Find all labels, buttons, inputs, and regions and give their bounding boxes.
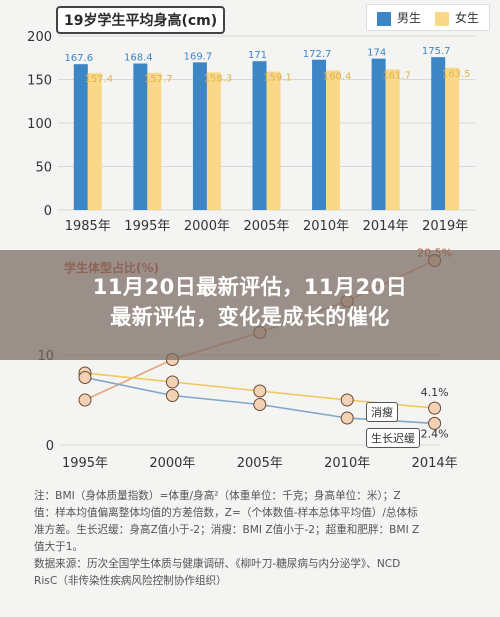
x-tick-label: 2000年 (184, 219, 230, 234)
y-tick-label: 100 (27, 117, 52, 132)
note-line: 准方差。生长迟缓：身高Z值小于-2；消瘦：BMI Z值小于-2；超重和肥胖：BM… (34, 524, 420, 536)
y-tick-label: 200 (27, 30, 52, 45)
data-point (78, 371, 92, 384)
banner-line-2: 最新评估，变化是成长的催化 (110, 305, 390, 329)
data-label: 172.7 (303, 49, 332, 60)
x-tick-label: 1995年 (62, 456, 108, 471)
data-point (165, 389, 179, 402)
x-tick-label: 2019年 (422, 219, 468, 234)
bar-chart-title: 19岁学生平均身高(cm) (56, 6, 226, 34)
data-label: 167.6 (64, 53, 93, 64)
data-label: 169.7 (184, 51, 213, 62)
data-label: 171 (248, 50, 267, 61)
bar-male (252, 61, 267, 211)
bar-female (206, 72, 221, 211)
y-tick-label: 0 (46, 439, 54, 454)
y-tick-label: 50 (35, 161, 52, 176)
x-tick-label: 1985年 (65, 219, 111, 234)
y-tick-label: 150 (27, 74, 52, 89)
banner-text: 11月20日最新评估，11月20日 最新评估，变化是成长的催化 (0, 272, 500, 332)
bar-female (147, 72, 162, 211)
data-point (78, 393, 92, 407)
bar-male (73, 64, 88, 210)
note-line: 数据来源：历次全国学生体质与健康调研、《柳叶刀-糖尿病与内分泌学》、NCD (34, 558, 401, 570)
data-label: 2.4% (421, 427, 449, 440)
bar-male (192, 62, 207, 211)
bar-female (445, 67, 460, 210)
banner-line-1: 11月20日最新评估，11月20日 (92, 275, 408, 299)
height-bar-chart: 0 50 100 150 200 167.6 157.4 1985年 168.4 157.7 199… (27, 30, 475, 234)
bar-female (326, 70, 341, 211)
bar-female (266, 71, 281, 210)
bar-male (431, 57, 446, 211)
data-label: 158.3 (204, 73, 233, 84)
bar-male (312, 59, 327, 210)
note-line: 值：样本均值偏离整体均值的方差倍数，Z=（个体数值-样本总体平均值）/总体标 (34, 507, 418, 519)
bar-male (371, 58, 386, 211)
data-label: 163.5 (442, 69, 471, 80)
overlay-banner (0, 250, 500, 360)
data-point (428, 416, 442, 430)
bar-female (385, 69, 400, 210)
bar-female (87, 73, 102, 210)
data-label: 157.7 (144, 74, 173, 85)
note-line: RisC（非传染性疾病风险控制协作组织） (34, 575, 227, 587)
y-tick-label: 0 (44, 204, 52, 219)
data-label: 174 (367, 48, 386, 59)
x-tick-label: 2014年 (412, 456, 458, 471)
body-type-line-chart: 010学生体型占比(%)1995年2000年2005年2010年2014年20.… (37, 247, 458, 472)
stunting-tag: 生长迟缓 (366, 428, 420, 448)
thin-tag: 消瘦 (366, 402, 398, 422)
legend: 男生 女生 (365, 4, 490, 31)
x-tick-label: 2000年 (149, 456, 195, 471)
data-label: 161.7 (382, 70, 411, 81)
data-point (253, 398, 267, 411)
data-point (340, 393, 354, 407)
data-point (253, 384, 267, 398)
legend-female: 女生 (434, 9, 479, 26)
bar-male (133, 63, 148, 210)
x-tick-label: 2010年 (303, 219, 349, 234)
data-label: 4.1% (421, 386, 449, 399)
data-label: 159.1 (263, 73, 292, 84)
note-line: 值大于1。 (34, 541, 84, 553)
x-tick-label: 2005年 (243, 219, 289, 234)
x-tick-label: 1995年 (124, 219, 170, 234)
data-label: 175.7 (422, 46, 451, 57)
data-label: 168.4 (124, 52, 153, 63)
note-line: 注：BMI（身体质量指数）=体重/身高²（体重单位：千克；身高单位：米）；Z (34, 490, 401, 502)
notes: 注：BMI（身体质量指数）=体重/身高²（体重单位：千克；身高单位：米）；Z 值… (34, 488, 474, 590)
x-tick-label: 2010年 (324, 456, 370, 471)
x-tick-label: 2005年 (237, 456, 283, 471)
data-label: 160.4 (323, 71, 352, 82)
data-point (428, 401, 442, 415)
data-point (340, 411, 354, 425)
legend-male: 男生 (376, 9, 421, 26)
data-point (165, 375, 179, 389)
x-tick-label: 2014年 (363, 219, 409, 234)
data-label: 157.4 (84, 74, 113, 85)
